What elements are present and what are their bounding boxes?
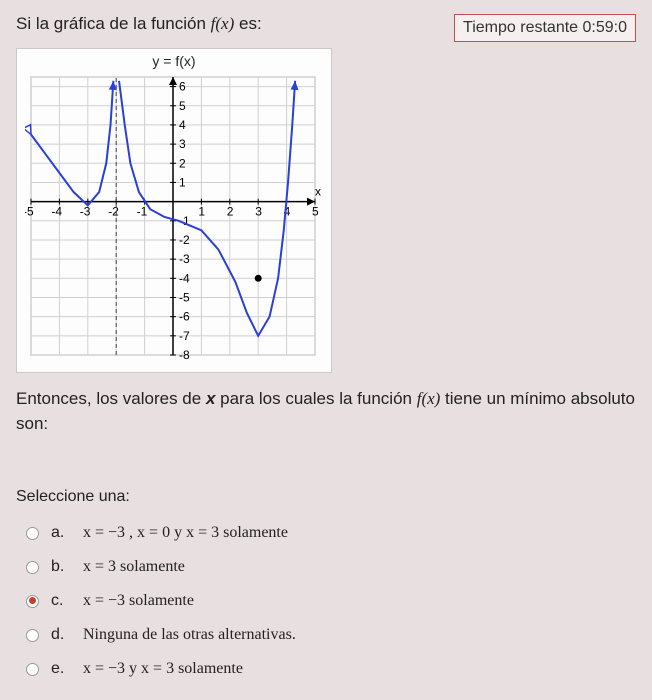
svg-text:-7: -7: [179, 329, 190, 343]
prompt-fn: f(x): [211, 14, 235, 33]
graph-title: y = f(x): [25, 53, 323, 69]
svg-text:-2: -2: [108, 205, 119, 219]
q-fn: f(x): [417, 389, 441, 408]
q-mid: para los cuales la función: [215, 389, 416, 408]
header-row: Si la gráfica de la función f(x) es: Tie…: [16, 14, 636, 42]
svg-text:-4: -4: [179, 271, 190, 285]
svg-text:6: 6: [179, 80, 186, 94]
svg-text:-3: -3: [80, 205, 91, 219]
radio-e[interactable]: [26, 663, 39, 676]
svg-text:-4: -4: [51, 205, 62, 219]
option-text: x = 3 solamente: [83, 558, 185, 576]
svg-text:-8: -8: [179, 348, 190, 361]
question-prompt: Si la gráfica de la función f(x) es:: [16, 14, 262, 34]
graph-svg: x-5-4-3-2-112345-8-7-6-5-4-3-2-1123456: [25, 71, 321, 361]
prompt-post: es:: [234, 14, 261, 33]
option-text: x = −3 y x = 3 solamente: [83, 660, 243, 678]
svg-text:3: 3: [255, 205, 262, 219]
svg-text:4: 4: [179, 118, 186, 132]
svg-text:-6: -6: [179, 310, 190, 324]
options-list: a. x = −3 , x = 0 y x = 3 solamente b. x = …: [16, 516, 636, 686]
prompt-pre: Si la gráfica de la función: [16, 14, 211, 33]
option-letter: e.: [51, 660, 71, 678]
svg-text:5: 5: [179, 99, 186, 113]
svg-text:1: 1: [198, 205, 205, 219]
option-letter: a.: [51, 524, 71, 542]
question-text: Entonces, los valores de x para los cual…: [16, 387, 636, 436]
option-letter: d.: [51, 626, 71, 644]
radio-b[interactable]: [26, 561, 39, 574]
svg-text:1: 1: [179, 175, 186, 189]
option-text: x = −3 solamente: [83, 592, 194, 610]
select-one-label: Seleccione una:: [16, 488, 636, 506]
option-row-c[interactable]: c. x = −3 solamente: [16, 584, 636, 618]
option-text: x = −3 , x = 0 y x = 3 solamente: [83, 524, 288, 542]
svg-text:-1: -1: [137, 205, 148, 219]
option-row-e[interactable]: e. x = −3 y x = 3 solamente: [16, 652, 636, 686]
option-text: Ninguna de las otras alternativas.: [83, 626, 296, 644]
option-row-a[interactable]: a. x = −3 , x = 0 y x = 3 solamente: [16, 516, 636, 550]
svg-text:2: 2: [179, 156, 186, 170]
q-var: x: [206, 389, 215, 408]
timer-label: Tiempo restante 0:59:0: [463, 19, 627, 36]
radio-d[interactable]: [26, 629, 39, 642]
option-row-d[interactable]: d. Ninguna de las otras alternativas.: [16, 618, 636, 652]
option-row-b[interactable]: b. x = 3 solamente: [16, 550, 636, 584]
radio-c[interactable]: [26, 595, 39, 608]
option-letter: c.: [51, 592, 71, 610]
graph-container: y = f(x) x-5-4-3-2-112345-8-7-6-5-4-3-2-…: [16, 48, 332, 373]
svg-text:-5: -5: [25, 205, 34, 219]
svg-text:2: 2: [227, 205, 234, 219]
svg-text:-2: -2: [179, 233, 190, 247]
svg-text:-3: -3: [179, 252, 190, 266]
svg-text:x: x: [315, 185, 321, 199]
svg-text:3: 3: [179, 137, 186, 151]
timer-box: Tiempo restante 0:59:0: [454, 14, 636, 42]
svg-text:-5: -5: [179, 290, 190, 304]
radio-a[interactable]: [26, 527, 39, 540]
option-letter: b.: [51, 558, 71, 576]
q-pre: Entonces, los valores de: [16, 389, 206, 408]
svg-text:5: 5: [312, 205, 319, 219]
